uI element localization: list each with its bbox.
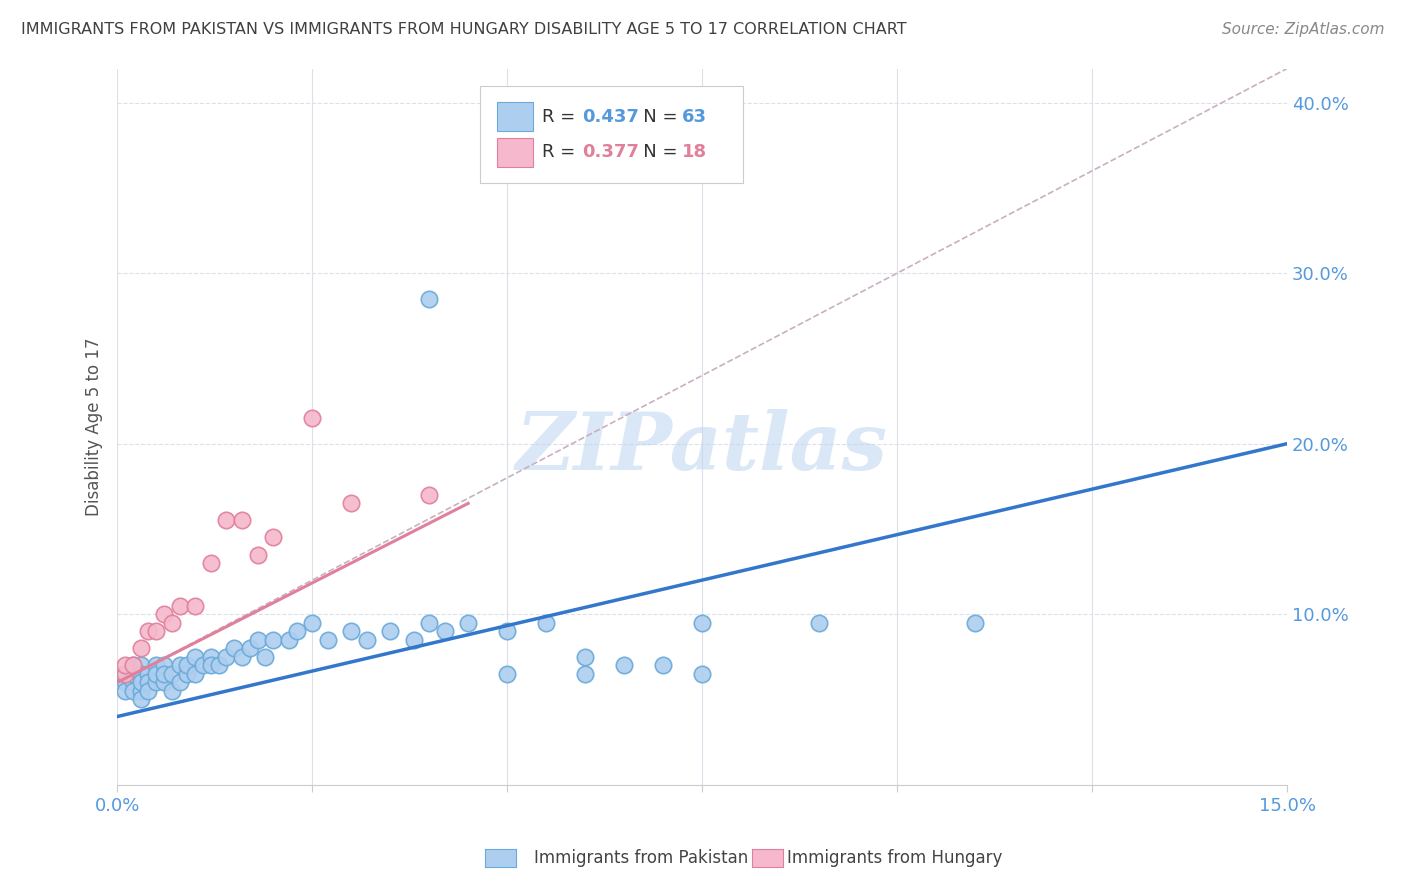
Point <box>378 624 401 639</box>
Point <box>121 667 143 681</box>
Point <box>496 667 519 681</box>
Text: N =: N = <box>626 144 683 161</box>
Point <box>114 684 136 698</box>
Point <box>114 667 136 681</box>
Text: N =: N = <box>626 108 683 126</box>
Point <box>145 624 167 639</box>
Point <box>254 649 277 664</box>
Point <box>169 658 191 673</box>
Point <box>138 675 160 690</box>
Point <box>129 675 152 690</box>
Point <box>690 615 713 630</box>
Point <box>138 667 160 681</box>
Point <box>285 624 308 639</box>
FancyBboxPatch shape <box>479 87 744 183</box>
Point <box>160 667 183 681</box>
Point <box>356 632 378 647</box>
Point <box>184 649 207 664</box>
Text: IMMIGRANTS FROM PAKISTAN VS IMMIGRANTS FROM HUNGARY DISABILITY AGE 5 TO 17 CORRE: IMMIGRANTS FROM PAKISTAN VS IMMIGRANTS F… <box>21 22 907 37</box>
Point <box>418 615 440 630</box>
Point <box>224 641 246 656</box>
Point <box>129 684 152 698</box>
Point <box>114 675 136 690</box>
Point <box>138 624 160 639</box>
Point <box>153 667 176 681</box>
Point <box>574 649 596 664</box>
Point <box>262 632 284 647</box>
Text: 18: 18 <box>682 144 707 161</box>
Text: 63: 63 <box>682 108 707 126</box>
Point <box>496 624 519 639</box>
Point <box>121 658 143 673</box>
Point <box>215 513 238 527</box>
Point <box>231 649 253 664</box>
Point <box>129 667 152 681</box>
Point <box>613 658 636 673</box>
Point <box>262 531 284 545</box>
Point <box>433 624 456 639</box>
Point <box>418 292 440 306</box>
Point <box>169 675 191 690</box>
Text: Immigrants from Hungary: Immigrants from Hungary <box>787 849 1002 867</box>
Point <box>176 658 198 673</box>
Point <box>690 667 713 681</box>
Point <box>176 667 198 681</box>
Point <box>184 599 207 613</box>
Text: Source: ZipAtlas.com: Source: ZipAtlas.com <box>1222 22 1385 37</box>
Point <box>160 684 183 698</box>
Point <box>965 615 987 630</box>
Point <box>239 641 262 656</box>
Point <box>191 658 214 673</box>
Bar <box>498 103 533 131</box>
Point <box>418 488 440 502</box>
Point <box>153 675 176 690</box>
Point <box>652 658 675 673</box>
Text: 0.437: 0.437 <box>582 108 638 126</box>
Point <box>200 649 222 664</box>
Point <box>114 667 136 681</box>
Point <box>808 615 831 630</box>
Point <box>574 667 596 681</box>
Point <box>277 632 299 647</box>
Text: ZIPatlas: ZIPatlas <box>516 409 889 487</box>
Point <box>129 658 152 673</box>
Point <box>534 615 557 630</box>
Point <box>145 658 167 673</box>
Point <box>402 632 425 647</box>
Point <box>129 692 152 706</box>
Point <box>121 675 143 690</box>
Point <box>160 615 183 630</box>
Point <box>340 496 363 510</box>
Point <box>129 641 152 656</box>
Point <box>121 684 143 698</box>
Text: R =: R = <box>541 108 581 126</box>
Point <box>215 649 238 664</box>
Text: 0.377: 0.377 <box>582 144 638 161</box>
Point <box>114 658 136 673</box>
Point <box>301 615 323 630</box>
Point <box>138 684 160 698</box>
Y-axis label: Disability Age 5 to 17: Disability Age 5 to 17 <box>86 337 103 516</box>
Point <box>246 548 269 562</box>
Text: R =: R = <box>541 144 581 161</box>
Point <box>316 632 339 647</box>
Point <box>153 658 176 673</box>
Point <box>231 513 253 527</box>
Point <box>145 667 167 681</box>
Bar <box>498 138 533 167</box>
Point <box>246 632 269 647</box>
Point <box>169 599 191 613</box>
Point <box>153 607 176 622</box>
Point <box>200 658 222 673</box>
Point <box>301 411 323 425</box>
Point <box>184 667 207 681</box>
Point <box>145 675 167 690</box>
Point <box>200 556 222 570</box>
Point <box>340 624 363 639</box>
Point <box>207 658 229 673</box>
Point <box>457 615 479 630</box>
Text: Immigrants from Pakistan: Immigrants from Pakistan <box>534 849 748 867</box>
Point <box>121 658 143 673</box>
